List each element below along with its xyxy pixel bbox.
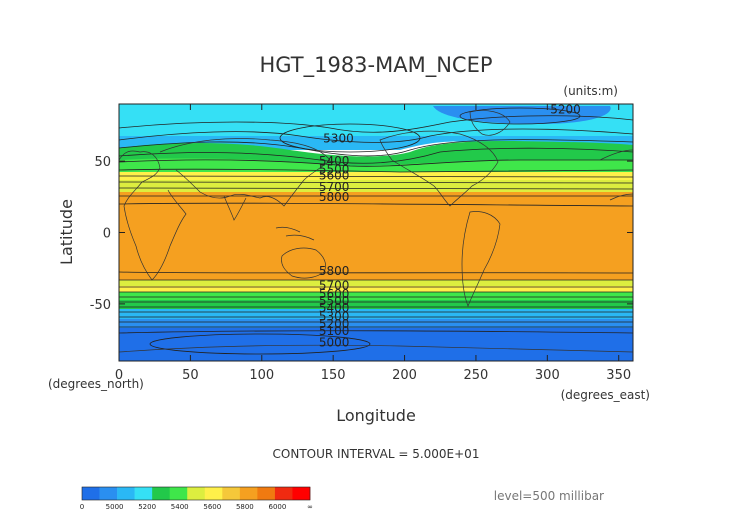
colorbar-label: ∞ bbox=[307, 503, 313, 511]
colorbar-label: 0 bbox=[80, 503, 84, 511]
x-tick-label: 150 bbox=[321, 368, 346, 383]
band-south-deepblue bbox=[119, 328, 633, 361]
contour-label: 5500 bbox=[319, 163, 350, 177]
colorbar-frame bbox=[81, 486, 311, 501]
colorbar-swatch bbox=[99, 487, 118, 500]
colorbar-swatch bbox=[257, 487, 276, 500]
colorbar-swatch bbox=[187, 487, 206, 500]
colorbar-swatch bbox=[222, 487, 241, 500]
colorbar-label: 5400 bbox=[171, 503, 189, 511]
units-label: (units:m) bbox=[563, 84, 618, 98]
y-axis: -50 0 50 bbox=[90, 155, 633, 313]
y-axis-label: Latitude bbox=[57, 199, 76, 265]
contour-label: 5100 bbox=[319, 324, 350, 338]
colorbar-label: 6000 bbox=[269, 503, 287, 511]
colorbar-label: 5000 bbox=[106, 503, 124, 511]
contour-interval-note: CONTOUR INTERVAL = 5.000E+01 bbox=[273, 447, 480, 461]
x-tick-label: 100 bbox=[249, 368, 274, 383]
contour-label: 5600 bbox=[319, 287, 350, 301]
x-tick-label: 300 bbox=[535, 368, 560, 383]
colorbar-swatch bbox=[82, 487, 100, 500]
colorbar-label: 5800 bbox=[236, 503, 254, 511]
contour-label: 5800 bbox=[319, 264, 350, 278]
contour-label: 5300 bbox=[319, 310, 350, 324]
colorbar-swatch bbox=[134, 487, 153, 500]
x-axis: 0 50 100 150 200 250 300 350 bbox=[115, 104, 631, 383]
band-south-green bbox=[119, 300, 633, 309]
contour-label: 5400 bbox=[319, 154, 350, 168]
contour-label: 5500 bbox=[319, 294, 350, 308]
plot-area bbox=[119, 104, 633, 361]
colorbar-swatch bbox=[274, 487, 293, 500]
band-south-lightgreen bbox=[119, 292, 633, 301]
coastlines bbox=[119, 110, 633, 353]
contour-label: 5600 bbox=[319, 168, 350, 182]
colorbar-swatch bbox=[239, 487, 258, 500]
colorbar-swatch bbox=[169, 487, 188, 500]
colorbar-label: 5200 bbox=[138, 503, 156, 511]
x-tick-label: 350 bbox=[606, 368, 631, 383]
band-south-paleyellow bbox=[119, 280, 633, 290]
contour-label: 5300 bbox=[323, 131, 354, 145]
x-tick-label: 50 bbox=[182, 368, 199, 383]
x-axis-label: Longitude bbox=[336, 406, 416, 425]
x-tick-label: 200 bbox=[392, 368, 417, 383]
band-south-blue bbox=[119, 319, 633, 329]
x-tick-label: 250 bbox=[464, 368, 489, 383]
colorbar-swatch bbox=[292, 487, 311, 500]
y-tick-label: -50 bbox=[90, 298, 111, 313]
y-tick-label: 50 bbox=[94, 155, 111, 170]
contour-label: 5200 bbox=[550, 103, 581, 117]
contour-lines bbox=[119, 107, 633, 355]
band-tropics-orange bbox=[119, 192, 633, 280]
colorbar-swatch bbox=[152, 487, 170, 500]
contour-label: 5800 bbox=[319, 190, 350, 204]
chart-title: HGT_1983-MAM_NCEP bbox=[259, 53, 492, 78]
band-south-yellow bbox=[119, 286, 633, 292]
band-south-cyan bbox=[119, 309, 633, 319]
colorbar: 0 5000 5200 5400 5600 5800 6000 ∞ bbox=[80, 486, 313, 511]
band-north-lightgreen bbox=[119, 158, 633, 172]
contour-label: 5700 bbox=[319, 278, 350, 292]
contour-labels: 5200530054005500560057005800580057005600… bbox=[319, 103, 581, 350]
x-axis-unit: (degrees_east) bbox=[561, 388, 650, 402]
colorbar-swatch bbox=[204, 487, 223, 500]
contour-label: 5200 bbox=[319, 317, 350, 331]
contour-label: 5400 bbox=[319, 301, 350, 315]
contour-label: 5700 bbox=[319, 180, 350, 194]
x-tick-label: 0 bbox=[115, 368, 123, 383]
contour-label: 5000 bbox=[319, 335, 350, 349]
colorbar-swatch bbox=[117, 487, 135, 500]
y-axis-unit: (degrees_north) bbox=[48, 377, 144, 391]
level-note: level=500 millibar bbox=[494, 489, 604, 503]
colorbar-label: 5600 bbox=[203, 503, 221, 511]
y-tick-label: 0 bbox=[103, 227, 111, 242]
